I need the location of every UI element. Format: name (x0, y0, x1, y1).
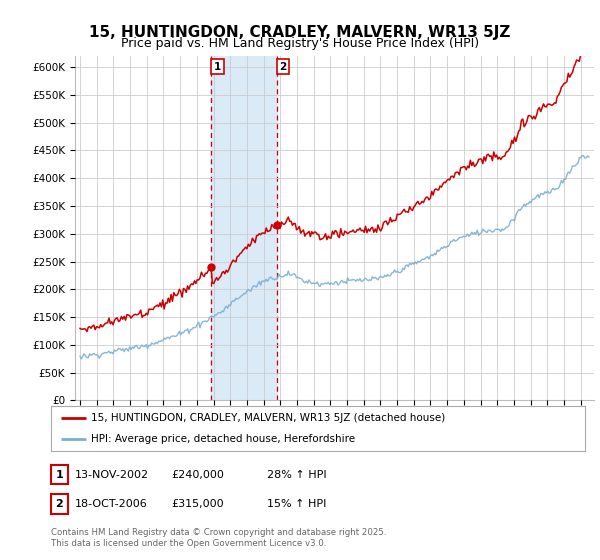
Text: 2: 2 (56, 499, 63, 509)
Text: 15, HUNTINGDON, CRADLEY, MALVERN, WR13 5JZ (detached house): 15, HUNTINGDON, CRADLEY, MALVERN, WR13 5… (91, 413, 445, 423)
Text: HPI: Average price, detached house, Herefordshire: HPI: Average price, detached house, Here… (91, 433, 355, 444)
Text: Price paid vs. HM Land Registry's House Price Index (HPI): Price paid vs. HM Land Registry's House … (121, 37, 479, 50)
Text: £315,000: £315,000 (171, 499, 224, 509)
Text: 28% ↑ HPI: 28% ↑ HPI (267, 470, 326, 480)
Text: 15, HUNTINGDON, CRADLEY, MALVERN, WR13 5JZ: 15, HUNTINGDON, CRADLEY, MALVERN, WR13 5… (89, 25, 511, 40)
Text: £240,000: £240,000 (171, 470, 224, 480)
Text: 13-NOV-2002: 13-NOV-2002 (75, 470, 149, 480)
Text: 15% ↑ HPI: 15% ↑ HPI (267, 499, 326, 509)
Bar (211, 56, 277, 400)
Text: 1: 1 (214, 62, 221, 72)
Text: Contains HM Land Registry data © Crown copyright and database right 2025.
This d: Contains HM Land Registry data © Crown c… (51, 528, 386, 548)
Text: 2: 2 (280, 62, 287, 72)
Text: 1: 1 (56, 470, 63, 480)
Text: 18-OCT-2006: 18-OCT-2006 (75, 499, 148, 509)
